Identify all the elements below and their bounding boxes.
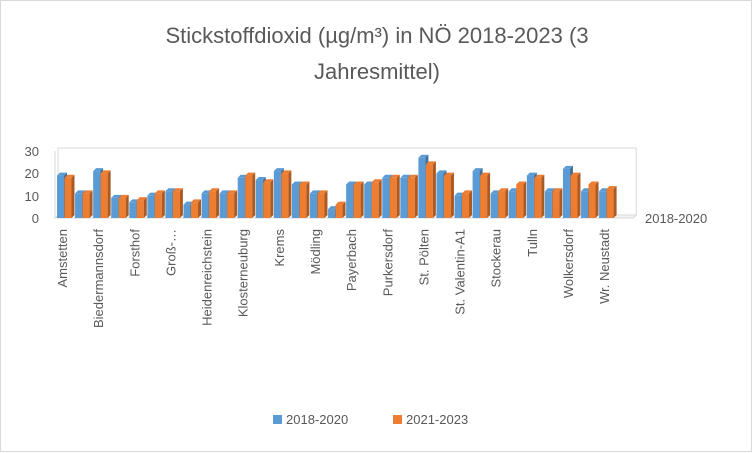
y-axis: 0 10 20 30 (25, 144, 39, 226)
bar-series-2 (335, 201, 346, 218)
bar-series-2 (172, 188, 183, 218)
bar-series-2 (606, 185, 617, 218)
bar-series-2 (136, 197, 147, 218)
bar-series-2 (570, 172, 581, 218)
legend-label-series-2: 2021-2023 (406, 412, 468, 427)
depth-axis-label: 2018-2020 (645, 211, 707, 226)
bar-series-2 (462, 190, 473, 218)
legend-label-series-1: 2018-2020 (286, 412, 348, 427)
bar-series-2 (516, 181, 527, 218)
bar-series-2 (534, 174, 545, 218)
bar-series-2 (100, 170, 111, 218)
bar-series-2 (407, 174, 418, 218)
plot-area (53, 147, 638, 219)
x-tick-label: Biedermannsdorf (91, 229, 106, 328)
x-tick-label: Groß-… (163, 229, 178, 276)
chart-title-line-2: Jahresmittel) (314, 59, 440, 84)
x-tick-label: Wolkersdorf (561, 229, 576, 299)
x-tick-label: Mödling (308, 229, 323, 275)
bar-series-2 (317, 190, 328, 218)
bar-series-2 (498, 188, 509, 218)
bar-series-2 (443, 172, 454, 218)
x-tick-label: St. Valentin-A1 (453, 229, 468, 315)
x-tick-label: Stockerau (489, 229, 504, 288)
bar-series-2 (209, 188, 220, 218)
x-tick-label: St. Pölten (416, 229, 431, 285)
chart-title-line-1: Stickstoffdioxid (µg/m³) in NÖ 2018-2023… (165, 23, 588, 48)
bar-series-2 (552, 188, 563, 218)
y-tick-label: 0 (32, 211, 39, 226)
x-tick-label: Tulln (525, 229, 540, 257)
bar-series-2 (118, 194, 129, 218)
bar-series-2 (263, 179, 274, 218)
legend: 2018-2020 2021-2023 (273, 412, 468, 427)
bar-series-2 (480, 172, 491, 218)
bar-series-2 (281, 170, 292, 218)
bar-series-2 (371, 179, 382, 218)
bar-series-2 (389, 174, 400, 218)
bar-series-2 (588, 181, 599, 218)
legend-swatch-series-2 (393, 415, 402, 424)
x-axis: Amstetten Biedermannsdorf Forsthof Groß-… He… (55, 229, 612, 328)
x-tick-label: Payerbach (344, 229, 359, 291)
y-tick-label: 10 (25, 189, 39, 204)
x-tick-label: Klosterneuburg (236, 229, 251, 317)
bar-series-2 (425, 161, 436, 218)
bar-series-2 (64, 174, 75, 218)
y-tick-label: 20 (25, 166, 39, 181)
bar-series-2 (353, 181, 364, 218)
x-tick-label: Purkersdorf (380, 229, 395, 297)
x-tick-label: Forsthof (127, 229, 142, 277)
bar-series-2 (245, 172, 256, 218)
y-tick-label: 30 (25, 144, 39, 159)
x-tick-label: Heidenreichstein (200, 229, 215, 326)
bar-series-2 (82, 190, 93, 218)
bar-series-2 (299, 181, 310, 218)
x-tick-label: Amstetten (55, 229, 70, 288)
x-tick-label: Krems (272, 229, 287, 267)
x-tick-label: Wr. Neustadt (597, 229, 612, 304)
bar-series-2 (154, 190, 165, 218)
legend-swatch-series-1 (273, 415, 282, 424)
bar-series-2 (190, 199, 201, 218)
bar-series-2 (227, 190, 238, 218)
